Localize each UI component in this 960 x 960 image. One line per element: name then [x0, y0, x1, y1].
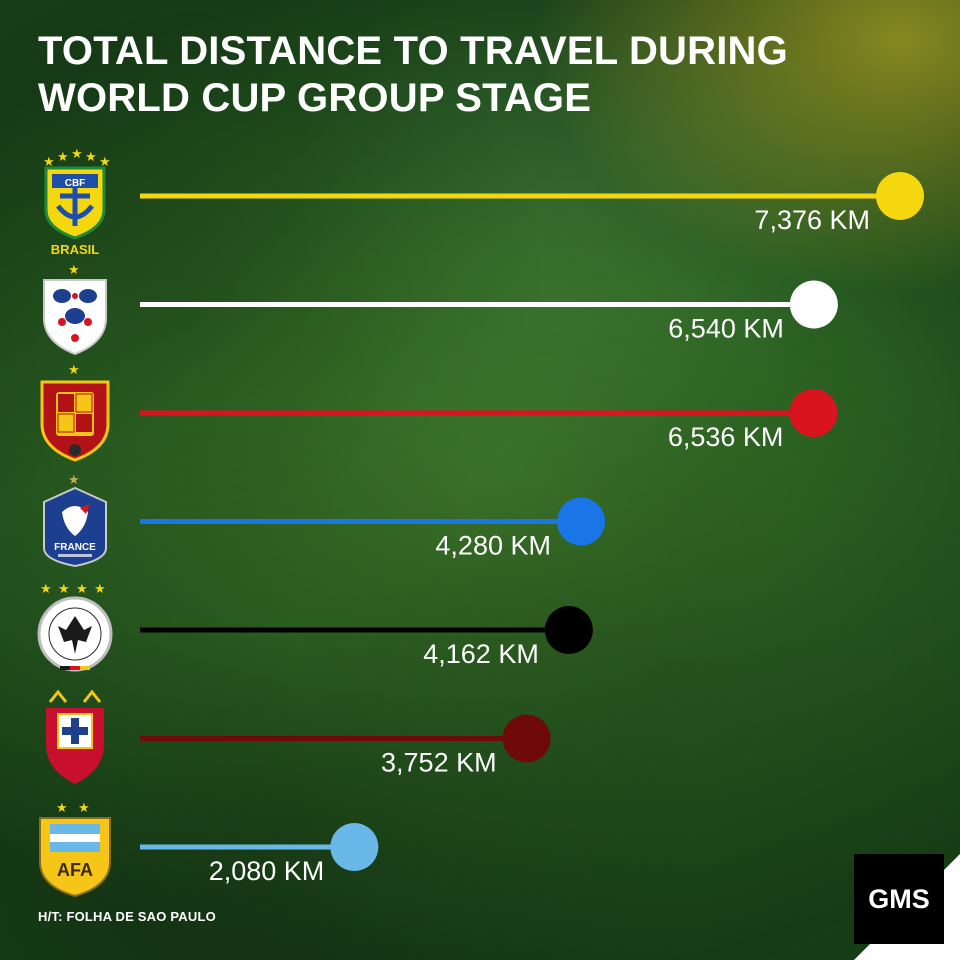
brazil-cbf-crest-icon: ★ ★ ★ ★ ★ CBF BRASIL: [43, 146, 111, 257]
svg-text:BRASIL: BRASIL: [51, 242, 99, 257]
value-label-germany: 4,162 KM: [423, 639, 539, 669]
value-label-brazil: 7,376 KM: [754, 205, 870, 235]
svg-text:★: ★: [76, 581, 88, 596]
svg-text:★: ★: [68, 362, 80, 377]
svg-text:CBF: CBF: [65, 178, 86, 189]
svg-text:★: ★: [94, 581, 106, 596]
spain-rfef-crest-icon: ★: [40, 362, 110, 462]
source-credit: H/T: FOLHA DE SAO PAULO: [38, 909, 216, 924]
svg-text:FRANCE: FRANCE: [54, 542, 96, 553]
svg-text:★: ★: [40, 581, 52, 596]
bar-endpoint-brazil: [876, 172, 924, 220]
bar-endpoint-portugal: [502, 714, 551, 763]
value-label-spain: 6,536 KM: [668, 422, 784, 452]
value-label-england: 6,540 KM: [668, 314, 784, 344]
bar-endpoint-germany: [544, 606, 593, 654]
argentina-afa-crest-icon: ★ ★ AFA: [39, 800, 111, 898]
france-fff-crest-icon: ★ FRANCE: [43, 472, 107, 568]
svg-text:AFA: AFA: [57, 860, 93, 880]
germany-dfb-crest-icon: ★ ★ ★ ★: [37, 581, 113, 672]
bar-endpoint-spain: [789, 389, 838, 437]
chart-title: TOTAL DISTANCE TO TRAVEL DURING WORLD CU…: [38, 29, 788, 120]
team-crests: ★ ★ ★ ★ ★ CBF BRASIL ★ ★: [37, 146, 113, 898]
svg-text:★: ★: [99, 154, 111, 169]
bar-endpoint-france: [556, 497, 605, 546]
svg-text:★: ★: [68, 262, 80, 277]
gms-logo: GMS: [854, 854, 944, 944]
svg-text:★: ★: [68, 472, 80, 487]
svg-text:★: ★: [71, 146, 83, 161]
svg-text:★: ★: [58, 581, 70, 596]
england-three-lions-crest-icon: ★: [43, 262, 107, 356]
svg-text:★: ★: [78, 800, 90, 815]
bar-endpoint-argentina: [330, 823, 379, 871]
value-label-portugal: 3,752 KM: [381, 748, 497, 778]
svg-text:★: ★: [85, 149, 97, 164]
svg-text:★: ★: [43, 154, 55, 169]
value-label-france: 4,280 KM: [435, 531, 551, 561]
svg-text:★: ★: [56, 800, 68, 815]
portugal-fpf-crest-icon: [46, 689, 104, 784]
bar-endpoint-england: [789, 280, 838, 329]
value-label-argentina: 2,080 KM: [209, 856, 325, 886]
svg-text:★: ★: [57, 149, 69, 164]
